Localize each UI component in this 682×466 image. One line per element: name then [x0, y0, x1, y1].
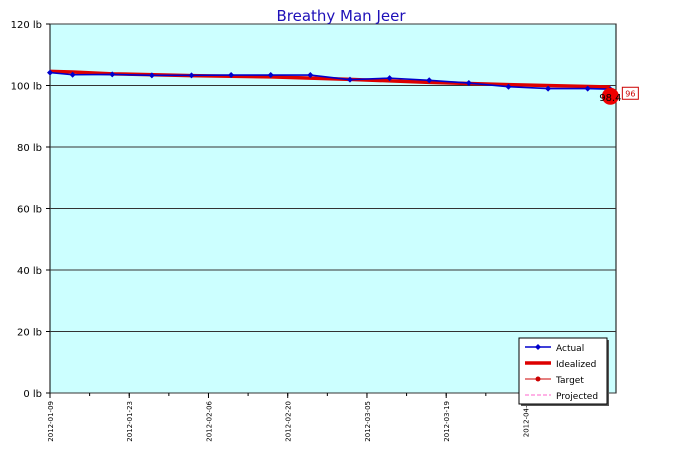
actual-point [267, 72, 274, 79]
target-value-box [621, 86, 639, 100]
x-tick-label: 2012-03-05 [364, 401, 372, 442]
x-tick-label: 2012-02-20 [285, 401, 293, 442]
y-tick-label: 80 lb [17, 143, 42, 154]
target-point [601, 87, 619, 105]
chart-title: Breathy Man Jeer [276, 7, 406, 25]
y-tick-label: 20 lb [17, 328, 42, 339]
legend [518, 337, 608, 405]
actual-point [505, 83, 512, 90]
series-actual-line [49, 71, 611, 90]
actual-point [148, 72, 155, 79]
legend-label: Target [555, 376, 584, 386]
actual-point [228, 72, 235, 79]
y-tick-label: 60 lb [17, 205, 42, 216]
x-tick-label: 2012-03-19 [443, 401, 451, 442]
actual-point [465, 80, 472, 87]
actual-point [109, 71, 116, 78]
x-tick-label: 2012-01-09 [47, 401, 55, 442]
legend-marker-actual [535, 344, 541, 350]
actual-point [346, 76, 353, 83]
actual-point [584, 85, 591, 92]
actual-point [307, 72, 314, 79]
legend-label: Idealized [556, 360, 596, 370]
legend-marker-target [535, 376, 541, 382]
current-value-label: 98.4 [599, 93, 621, 104]
actual-point [545, 85, 552, 92]
x-tick-label: 2012-04-0 [522, 401, 530, 437]
y-tick-label: 40 lb [17, 266, 42, 277]
x-tick-label: 2012-01-23 [126, 401, 134, 442]
actual-point [188, 72, 195, 79]
y-tick-label: 100 lb [11, 82, 42, 93]
actual-point [426, 77, 433, 84]
actual-point [386, 75, 393, 82]
legend-label: Actual [556, 344, 584, 354]
x-tick-label: 2012-02-06 [205, 400, 213, 441]
actual-point [47, 69, 53, 76]
actual-point [69, 71, 76, 78]
y-tick-label: 0 lb [23, 389, 42, 400]
legend-label: Projected [556, 392, 598, 402]
y-tick-label: 120 lb [11, 20, 42, 31]
target-value-label: 96 [625, 89, 635, 98]
